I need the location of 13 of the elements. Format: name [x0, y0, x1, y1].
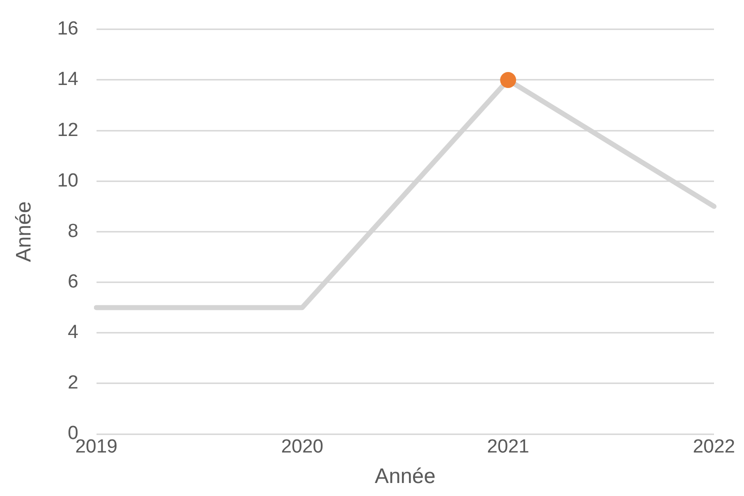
y-axis-title: Année: [12, 201, 36, 262]
x-axis-title: Année: [374, 465, 436, 488]
y-tick-label: 8: [68, 220, 78, 242]
x-tick-label: 2020: [281, 436, 324, 458]
y-tick-label: 2: [68, 372, 78, 394]
y-tick-label: 6: [68, 272, 78, 293]
y-tick-label: 4: [68, 322, 79, 344]
y-tick-label: 16: [57, 18, 78, 40]
x-tick-label: 2022: [692, 436, 736, 458]
x-tick-label: 2021: [486, 436, 530, 458]
y-tick-label: 10: [57, 170, 78, 192]
y-tick-label: 12: [57, 120, 78, 141]
y-tick-label: 14: [57, 69, 79, 90]
